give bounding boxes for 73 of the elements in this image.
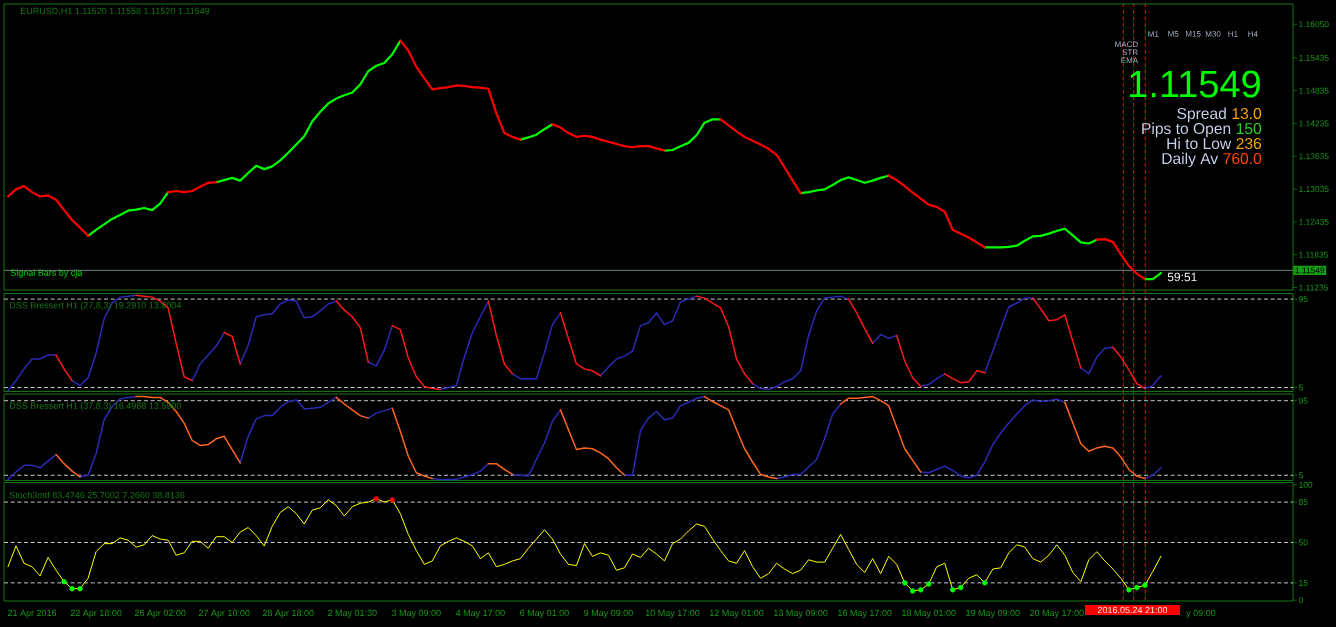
category-label: EMA (1121, 57, 1139, 64)
y-tick-label: 1.11835 (1299, 251, 1328, 258)
annotation: 59:51 (1167, 272, 1197, 282)
x-tick-label: 19 May 09:00 (966, 609, 1020, 618)
x-tick-label: 27 Apr 10:00 (198, 609, 250, 618)
annotation: 760.0 (1223, 153, 1262, 165)
y-tick-label: 50 (1298, 539, 1308, 546)
x-tick-label: 21 Apr 2016 (7, 609, 57, 618)
x-tick-label: 3 May 09:00 (391, 609, 441, 618)
point (958, 584, 964, 591)
y-tick-label: 100 (1299, 481, 1313, 488)
point (918, 587, 924, 593)
annotation: 236 (1236, 137, 1262, 150)
x-tick-label: 28 Apr 18:00 (262, 609, 314, 618)
x-tick-label: 20 May 17:00 (1030, 609, 1084, 618)
x-tick-label: y 09:00 (1186, 609, 1216, 618)
point (910, 588, 916, 594)
text: Stoch3mtf 83.4746 25.7002 7.2660 38.8136 (9, 491, 185, 499)
y-tick-label: 1.13035 (1299, 186, 1329, 193)
y-tick-label: 15 (1299, 579, 1308, 586)
x-tick-label: 13 May 09:00 (774, 609, 828, 618)
annotation: Signal Bars by cja (10, 269, 83, 278)
annotation: Spread (1177, 107, 1226, 123)
point (1142, 582, 1148, 588)
category-label: H1 (1228, 31, 1238, 37)
text: 1.11549 (1130, 70, 1260, 98)
point (902, 580, 908, 586)
x-tick-label: 12 May 01:00 (710, 609, 764, 618)
x-tick-label: 6 May 01:00 (520, 609, 569, 618)
y-tick-label: 85 (1298, 499, 1308, 506)
category-label: M1 (1148, 31, 1159, 37)
x-tick-label: 22 Apr 18:00 (70, 609, 122, 618)
x-tick-label: 4 May 17:00 (455, 609, 505, 618)
x-tick-label: 26 Apr 02:00 (134, 609, 186, 618)
y-tick-label: 1.11235 (1299, 284, 1328, 291)
annotation: Daily Av (1162, 152, 1219, 168)
y-tick-label: 1.12435 (1299, 218, 1329, 225)
point (389, 497, 395, 503)
category-label: M15 (1186, 31, 1201, 37)
x-tick-label: 18 May 01:00 (902, 609, 956, 618)
point (926, 581, 932, 587)
x-tick-label: 9 May 09:00 (584, 609, 633, 618)
y-tick-label: 5 (1298, 384, 1303, 391)
point (950, 587, 956, 593)
annotation: 13.0 (1232, 108, 1262, 120)
y-tick-label: 1.16050 (1299, 21, 1329, 28)
y-tick-label: 5 (1298, 472, 1303, 479)
point (982, 580, 988, 586)
y-tick-label: 95 (1299, 397, 1308, 404)
annotation: Hi to Low (1167, 137, 1232, 150)
point (1126, 587, 1132, 593)
annotation: Pips to Open (1142, 122, 1231, 138)
y-tick-label: 1.13635 (1299, 153, 1329, 160)
ref-line-label: 1.11549 (1295, 267, 1325, 274)
category-label: H4 (1248, 31, 1258, 37)
y-tick-label: 1.15435 (1299, 54, 1329, 61)
x-tick-label: 10 May 17:00 (645, 609, 700, 618)
category-label: M5 (1168, 31, 1179, 37)
point (373, 495, 379, 502)
y-tick-label: 95 (1299, 296, 1308, 303)
point (1134, 584, 1140, 591)
x-tick-label: 16 May 17:00 (838, 609, 892, 618)
category-label: M30 (1205, 31, 1221, 37)
annotation: 150 (1236, 123, 1262, 135)
point (69, 585, 75, 592)
y-tick-label: 1.14235 (1299, 120, 1329, 127)
x-tick-label: 2 May 01:30 (327, 609, 377, 618)
y-tick-label: 1.14835 (1299, 87, 1329, 94)
chart-title: EURUSD,H1 1.11520 1.11558 1.11520 1.11549 (21, 7, 210, 16)
y-tick-label: 0 (1298, 597, 1303, 604)
point (61, 579, 67, 585)
text: 2016.05.24 21:00 (1097, 606, 1168, 614)
point (77, 585, 83, 592)
